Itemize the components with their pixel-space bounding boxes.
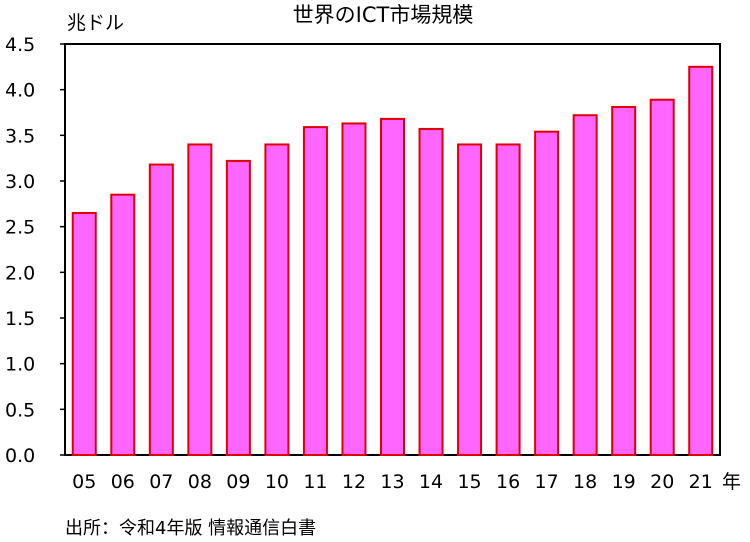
- bar: [572, 114, 598, 457]
- x-tick-label: 21: [689, 471, 713, 493]
- y-tick-label: 0.0: [5, 445, 35, 467]
- x-tick-label: 11: [303, 471, 327, 493]
- bar: [225, 159, 251, 456]
- bar: [264, 143, 290, 456]
- x-tick-label: 19: [612, 471, 636, 493]
- x-axis-label: 年: [722, 471, 741, 493]
- x-tick-label: 07: [149, 471, 173, 493]
- bar: [649, 98, 675, 456]
- bar: [110, 193, 136, 456]
- x-tick-label: 05: [72, 471, 96, 493]
- plot-area: 0.0 0.5 1.0 1.5 2.0 2.5 3.0 3.5 4.0 4.5 05 06 07 08 09…: [5, 34, 721, 493]
- bar: [148, 163, 174, 456]
- bar: [71, 211, 97, 456]
- chart-title: 世界のICT市場規模: [293, 3, 474, 27]
- x-tick-label: 10: [265, 471, 289, 493]
- y-tick-label: 4.5: [5, 34, 35, 56]
- y-tick-label: 2.5: [5, 217, 35, 239]
- bar: [611, 106, 637, 457]
- x-tick-label: 06: [111, 471, 135, 493]
- y-tick-label: 4.0: [5, 80, 35, 102]
- x-tick-label: 14: [419, 471, 443, 493]
- bar: [688, 65, 714, 456]
- bar: [302, 126, 328, 456]
- x-tick-label: 17: [535, 471, 559, 493]
- y-tick-label: 2.0: [5, 262, 35, 284]
- y-tick-label: 3.0: [5, 171, 35, 193]
- y-tick-label: 0.5: [5, 399, 35, 421]
- bar: [495, 143, 521, 456]
- bar: [457, 143, 483, 456]
- x-tick-label: 15: [457, 471, 481, 493]
- x-tick-label: 12: [342, 471, 366, 493]
- source-note: 出所：令和4年版 情報通信白書: [65, 518, 316, 539]
- x-tick-label: 13: [380, 471, 404, 493]
- x-tick-label: 18: [573, 471, 597, 493]
- bar: [187, 143, 213, 456]
- x-tick-label: 08: [188, 471, 212, 493]
- y-axis-label: 兆ドル: [67, 12, 124, 34]
- y-tick-label: 3.5: [5, 125, 35, 147]
- bar: [380, 117, 405, 456]
- bar: [534, 130, 560, 456]
- x-tick-label: 09: [226, 471, 250, 493]
- x-tick-label: 16: [496, 471, 520, 493]
- y-tick-label: 1.0: [5, 354, 35, 376]
- bar: [418, 127, 444, 456]
- y-tick-label: 1.5: [5, 308, 35, 330]
- x-tick-label: 20: [650, 471, 674, 493]
- bar: [341, 122, 367, 457]
